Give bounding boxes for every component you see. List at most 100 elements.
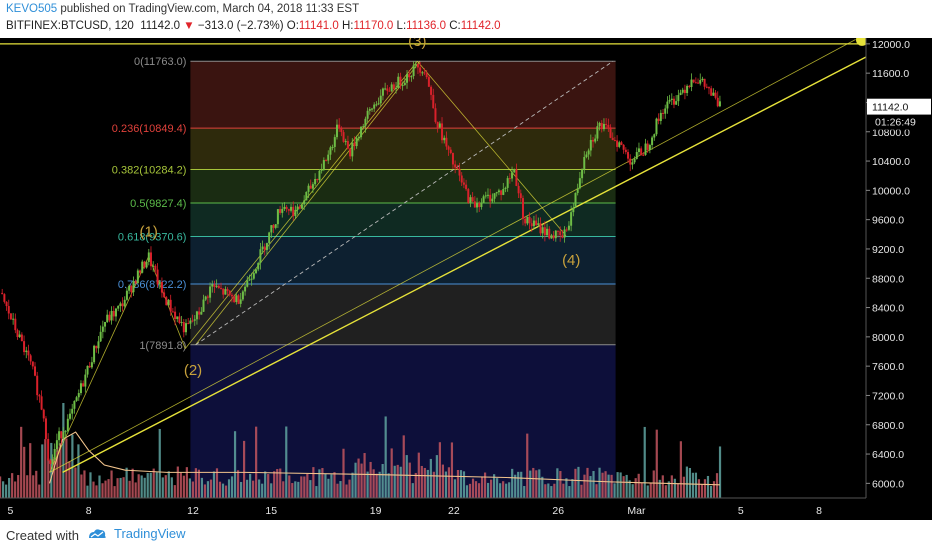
volume-bar [294, 481, 297, 498]
candle-body [154, 265, 157, 270]
volume-bar [270, 483, 273, 498]
tradingview-brand[interactable]: TradingView [86, 526, 186, 541]
volume-bar [565, 478, 568, 498]
candle-body [476, 203, 479, 208]
volume-bar [486, 482, 490, 498]
candle-body [366, 110, 369, 119]
volume-bar [152, 468, 155, 498]
price-axis[interactable]: 6000.0 6400.0 6800.0 7200.0 7600.0 8000.0 8400… [865, 38, 932, 520]
volume-bar [303, 476, 306, 498]
candle-body [198, 311, 201, 315]
volume-bar [32, 475, 35, 498]
candle-body [180, 322, 183, 324]
candle-body [701, 78, 704, 81]
wave-label: (1) [140, 224, 158, 241]
candle-body [362, 126, 365, 128]
candle-body [640, 148, 643, 155]
candle-body [565, 229, 568, 231]
candle-body [281, 208, 284, 213]
candle-body [655, 118, 658, 135]
volume-bar [119, 477, 122, 498]
volume-bar [255, 426, 258, 498]
candle-body [646, 143, 649, 150]
volume-bar [676, 483, 679, 498]
volume-bar [77, 444, 80, 498]
candle-body [388, 90, 391, 92]
price-chart[interactable]: 0(11763.0) 0.236(10849.4) 0.382(10284.2) 0.… [0, 38, 932, 520]
candle-body [458, 168, 461, 176]
candle-body [672, 98, 675, 105]
volume-bar [122, 477, 125, 498]
candle-body [707, 87, 710, 89]
volume-bar [718, 446, 722, 498]
candle-body [611, 137, 614, 140]
candle-body [718, 101, 721, 107]
price-tick-label: 8800.0 [872, 273, 904, 285]
candle-body [117, 306, 120, 309]
volume-bar [300, 476, 303, 498]
volume-bar [230, 476, 234, 498]
volume-bar [480, 476, 484, 498]
candle-body [552, 235, 555, 239]
candle-body [694, 82, 697, 84]
volume-bar [393, 465, 396, 498]
candle-body [27, 350, 30, 356]
volume-bar [5, 484, 8, 498]
candle-body [622, 144, 625, 150]
candle-body [178, 316, 181, 323]
volume-bar [188, 478, 191, 498]
time-axis[interactable]: 5 8 12 15 19 22 26 Mar 5 8 [0, 497, 866, 517]
candle-body [421, 72, 424, 74]
volume-bar [65, 438, 68, 498]
candle-body [136, 270, 139, 284]
candle-body [594, 138, 597, 142]
candle-body [618, 142, 621, 147]
candle-body [484, 195, 487, 197]
volume-bar [261, 483, 264, 498]
volume-bar [357, 458, 360, 498]
author-link[interactable]: KEVO505 [6, 3, 58, 15]
candle-body [556, 230, 559, 232]
candle-body [467, 189, 470, 203]
volume-bar [607, 474, 610, 498]
candle-body [554, 230, 557, 239]
ohlc-line: BITFINEX:BTCUSD, 120 11142.0 ▼ −313.0 (−… [6, 20, 501, 32]
candle-body [174, 311, 177, 320]
volume-bar [44, 439, 47, 498]
candle-body [541, 227, 544, 234]
volume-bar [131, 468, 134, 498]
volume-bar [499, 483, 502, 498]
drawing-lines[interactable] [0, 38, 868, 473]
candle-body [206, 296, 209, 298]
candle-body [521, 198, 524, 219]
volume-bar [628, 480, 631, 498]
price-tick-label: 6000.0 [872, 478, 904, 490]
price-tick-label: 6400.0 [872, 449, 904, 461]
close-label: C: [449, 20, 461, 32]
candle-body [241, 291, 244, 300]
volume-bar [92, 481, 95, 498]
volume-bar [556, 468, 559, 498]
volume-bar [697, 479, 701, 498]
candle-body [191, 320, 194, 322]
candle-body [226, 289, 229, 291]
volume-bar [502, 481, 505, 498]
candle-body [139, 270, 142, 273]
symbol-label[interactable]: BITFINEX:BTCUSD, 120 [6, 20, 134, 32]
candle-body [592, 139, 595, 142]
volume-bar [577, 466, 580, 498]
time-tick-label: 5 [738, 505, 744, 517]
candle-body [631, 162, 634, 165]
candle-body [543, 227, 546, 236]
volume-bar [580, 484, 583, 498]
fib-zone [190, 61, 616, 129]
candle-body [272, 225, 275, 228]
volume-bar [508, 482, 511, 498]
candle-body [419, 67, 422, 73]
candle-body [357, 137, 360, 139]
candle-body [657, 118, 660, 121]
volume-bar [68, 461, 71, 498]
candle-body [311, 184, 314, 189]
candle-body [410, 76, 413, 78]
volume-bar [625, 474, 628, 498]
